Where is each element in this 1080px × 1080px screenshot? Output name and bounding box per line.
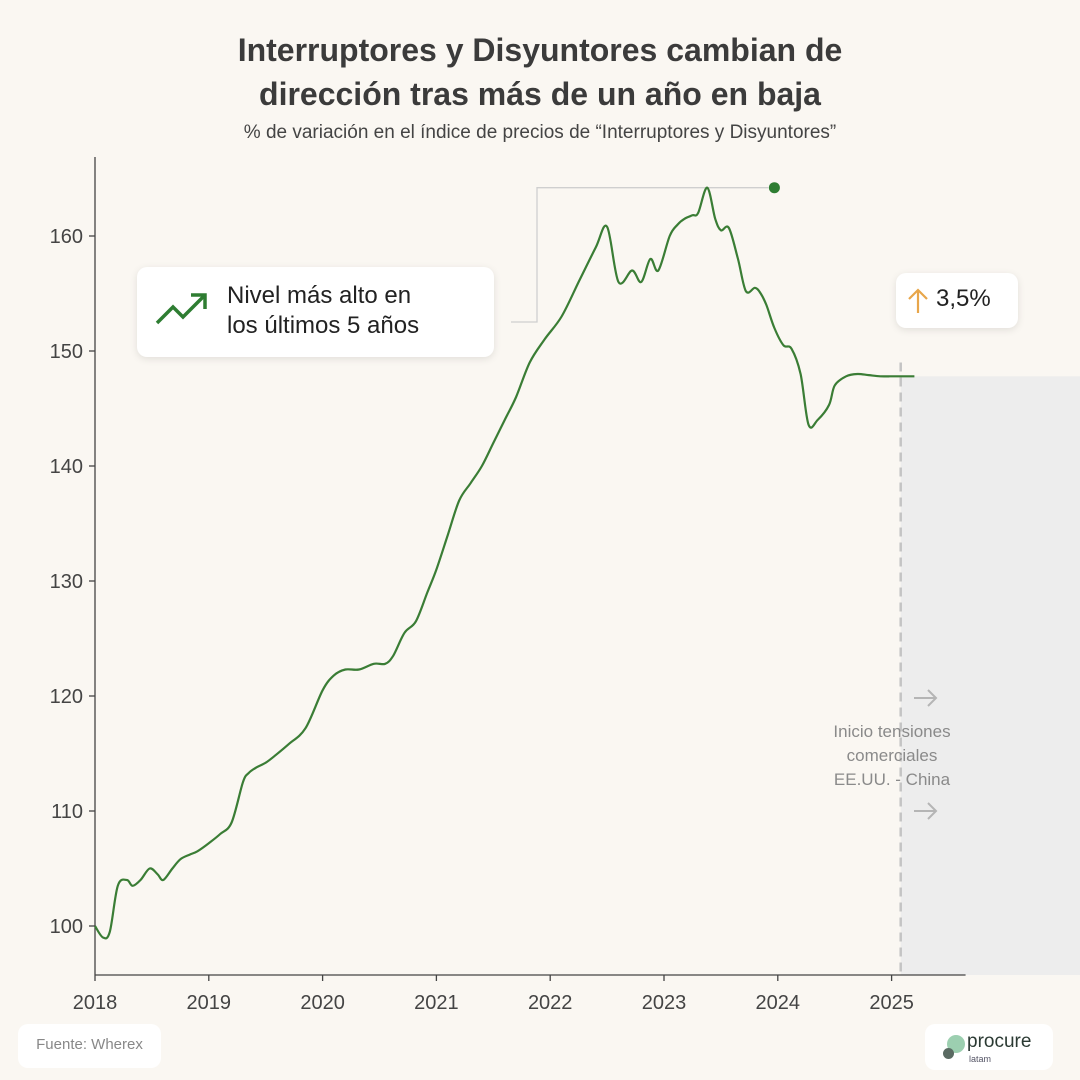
annotation-line-1: Inicio tensiones — [833, 722, 951, 741]
arrow-right-head — [927, 689, 938, 707]
x-tick-label: 2023 — [642, 992, 687, 1014]
y-tick-label: 150 — [50, 341, 83, 363]
x-tick-label: 2022 — [528, 992, 573, 1014]
x-tick-label: 2019 — [187, 992, 232, 1014]
y-tick-label: 130 — [50, 571, 83, 593]
annotation-line-2: comerciales — [846, 746, 938, 765]
trade-tension-annotation: Inicio tensiones comerciales EE.UU. - Ch… — [808, 720, 976, 792]
peak-callout-line-2: los últimos 5 años — [227, 312, 420, 339]
trade-tension-shade — [900, 376, 1080, 975]
y-tick-label: 160 — [50, 226, 83, 248]
arrow-up-icon — [908, 288, 928, 313]
title-line-1: Interruptores y Disyuntores cambian de — [237, 32, 843, 68]
procure-logo: procure latam — [925, 1024, 1053, 1070]
trending-up-icon — [155, 293, 207, 325]
price-index-line — [94, 186, 915, 940]
y-tick-label: 140 — [50, 456, 83, 478]
x-tick-label: 2020 — [300, 992, 345, 1014]
logo-dot-small-icon — [943, 1048, 954, 1059]
title-line-2: dirección tras más de un año en baja — [259, 76, 821, 112]
x-tick-label: 2025 — [869, 992, 914, 1014]
arrow-right-head — [927, 802, 938, 820]
axes: 100 110 120 130 140 150 160 2018 2019 2020 2021 202… — [50, 157, 966, 1014]
chart-subtitle: % de variación en el índice de precios d… — [243, 122, 837, 143]
logo-sub: latam — [969, 1054, 992, 1064]
x-tick-label: 2024 — [756, 992, 801, 1014]
peak-connector-line — [511, 187, 769, 323]
chart-title: Interruptores y Disyuntores cambian de d… — [0, 28, 1080, 116]
peak-point — [768, 182, 780, 194]
peak-callout-text: Nivel más alto en los últimos 5 años — [227, 281, 419, 341]
change-value: 3,5% — [936, 285, 991, 312]
annotation-arrows — [914, 689, 938, 820]
y-tick-label: 110 — [51, 801, 83, 823]
y-tick-label: 120 — [50, 686, 83, 708]
x-tick-label: 2018 — [73, 992, 118, 1014]
logo-name: procure — [967, 1031, 1032, 1052]
source-label: Fuente: Wherex — [18, 1024, 161, 1068]
change-callout: 3,5% — [896, 273, 1018, 328]
peak-callout: Nivel más alto en los últimos 5 años — [137, 267, 494, 357]
annotation-line-3: EE.UU. - China — [833, 770, 951, 789]
x-tick-label: 2021 — [414, 992, 459, 1014]
peak-callout-line-1: Nivel más alto en — [227, 282, 412, 309]
y-tick-label: 100 — [50, 916, 83, 938]
